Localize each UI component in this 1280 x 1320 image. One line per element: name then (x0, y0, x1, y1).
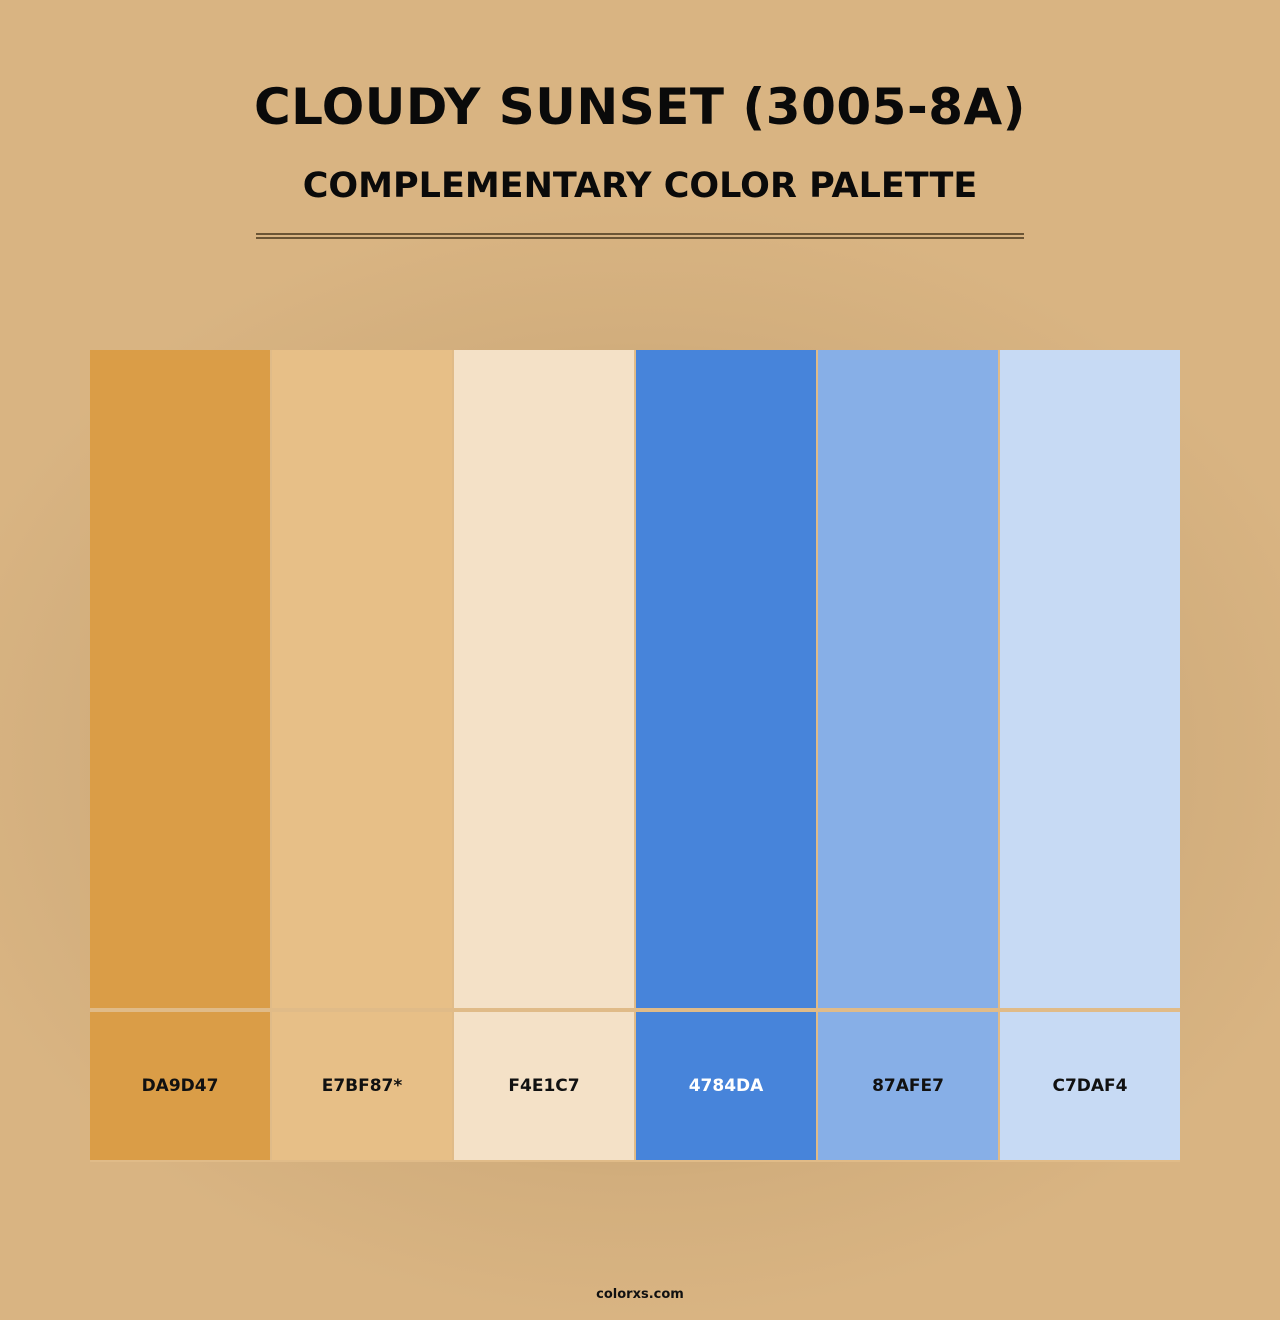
color-swatch[interactable] (90, 350, 270, 1008)
swatch-column[interactable]: F4E1C7 (454, 350, 634, 1162)
color-swatch[interactable] (818, 350, 998, 1008)
swatch-column[interactable]: E7BF87* (272, 350, 452, 1162)
footer-site[interactable]: colorxs.com (596, 1287, 684, 1302)
page-subtitle: COMPLEMENTARY COLOR PALETTE (302, 166, 978, 206)
divider (256, 237, 1024, 239)
color-swatch[interactable] (454, 350, 634, 1008)
swatch-column[interactable]: DA9D47 (90, 350, 270, 1162)
color-swatch[interactable] (272, 350, 452, 1008)
color-swatch[interactable] (1000, 350, 1180, 1008)
color-code-label: C7DAF4 (1000, 1012, 1180, 1160)
color-code-label: DA9D47 (90, 1012, 270, 1160)
color-code-label: 4784DA (636, 1012, 816, 1160)
color-code-label: 87AFE7 (818, 1012, 998, 1160)
page-title: CLOUDY SUNSET (3005-8A) (253, 78, 1027, 136)
color-swatch[interactable] (636, 350, 816, 1008)
color-code-label: F4E1C7 (454, 1012, 634, 1160)
swatch-column[interactable]: 87AFE7 (818, 350, 998, 1162)
divider (256, 233, 1024, 235)
color-code-label: E7BF87* (272, 1012, 452, 1160)
color-palette: DA9D47 E7BF87* F4E1C7 4784DA 87AFE7 C7DAF4 (90, 350, 1180, 1162)
swatch-column[interactable]: 4784DA (636, 350, 816, 1162)
swatch-column[interactable]: C7DAF4 (1000, 350, 1180, 1162)
